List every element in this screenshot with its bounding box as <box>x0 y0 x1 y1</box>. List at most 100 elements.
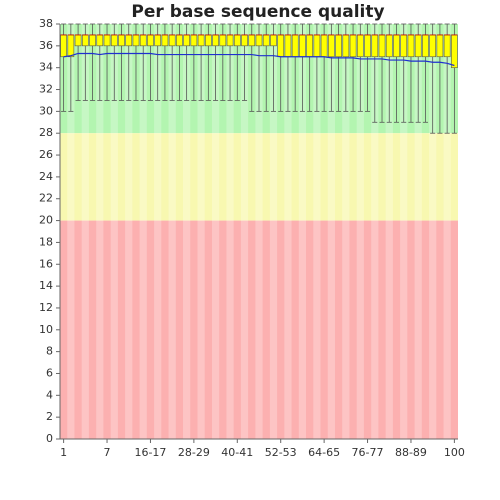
box <box>364 34 371 58</box>
stripe <box>168 24 176 439</box>
y-tick-label: 34 <box>39 61 53 74</box>
stripe <box>385 24 393 439</box>
box <box>313 34 321 58</box>
box <box>67 34 75 58</box>
box <box>190 34 198 47</box>
box <box>291 34 299 58</box>
x-tick-label: 52-53 <box>265 446 297 459</box>
stripe <box>342 24 350 439</box>
box <box>414 34 422 58</box>
box <box>436 34 444 58</box>
box <box>270 34 277 47</box>
y-tick-label: 0 <box>46 432 53 445</box>
box <box>81 34 89 47</box>
box <box>60 34 67 58</box>
box <box>161 34 169 47</box>
box <box>125 34 133 47</box>
y-tick-label: 8 <box>46 345 53 358</box>
x-tick-label: 40-41 <box>221 446 253 459</box>
box <box>299 34 306 58</box>
box <box>356 34 364 58</box>
stripe <box>313 24 321 439</box>
stripe <box>298 24 307 439</box>
x-tick-label: 16-17 <box>134 446 166 459</box>
box <box>262 34 270 47</box>
box <box>422 34 429 58</box>
quality-zone <box>60 133 458 221</box>
box <box>147 34 154 47</box>
y-tick-label: 6 <box>46 366 53 379</box>
stripe <box>255 24 263 439</box>
box <box>277 34 285 58</box>
stripe <box>371 24 379 439</box>
box <box>74 34 82 47</box>
box <box>154 34 162 47</box>
box <box>118 34 125 47</box>
box <box>429 34 437 58</box>
box <box>219 34 227 47</box>
x-tick-label: 76-77 <box>352 446 384 459</box>
x-tick-label: 7 <box>104 446 111 459</box>
box <box>371 34 379 58</box>
box <box>342 34 350 58</box>
box <box>378 34 386 58</box>
y-tick-label: 18 <box>39 235 53 248</box>
stripe <box>211 24 220 439</box>
stripe <box>429 24 437 439</box>
box <box>451 34 458 68</box>
stripe <box>443 24 451 439</box>
y-tick-label: 24 <box>39 170 53 183</box>
stripe <box>139 24 147 439</box>
stripe <box>67 24 75 439</box>
y-tick-label: 12 <box>39 301 53 314</box>
quality-zone <box>60 220 458 439</box>
box <box>139 34 147 47</box>
box <box>226 34 234 47</box>
stripe <box>197 24 205 439</box>
y-tick-label: 36 <box>39 39 53 52</box>
stripe <box>154 24 162 439</box>
y-tick-label: 26 <box>39 148 53 161</box>
stripe <box>226 24 234 439</box>
box <box>103 34 111 47</box>
stripe <box>110 24 118 439</box>
mean-line <box>63 52 455 67</box>
y-tick-label: 30 <box>39 104 53 117</box>
box <box>349 34 357 58</box>
box <box>212 34 219 47</box>
y-tick-label: 10 <box>39 323 53 336</box>
box <box>176 34 183 47</box>
box <box>110 34 118 47</box>
stripe <box>183 24 191 439</box>
box <box>335 34 342 58</box>
box <box>132 34 140 47</box>
y-tick-label: 14 <box>39 279 53 292</box>
box <box>205 34 212 47</box>
box <box>284 34 292 58</box>
box <box>89 34 96 47</box>
box <box>255 34 263 47</box>
stripe <box>356 24 364 439</box>
y-tick-label: 32 <box>39 83 53 96</box>
y-tick-label: 22 <box>39 192 53 205</box>
box <box>407 34 415 58</box>
box <box>96 34 104 47</box>
box <box>443 34 451 58</box>
stripe <box>269 24 278 439</box>
y-tick-label: 28 <box>39 126 53 139</box>
stripe <box>400 24 408 439</box>
x-tick-label: 100 <box>444 446 465 459</box>
stripe <box>96 24 104 439</box>
box <box>241 34 248 47</box>
x-tick-label: 28-29 <box>178 446 210 459</box>
box <box>328 34 335 58</box>
box <box>320 34 328 58</box>
y-tick-label: 38 <box>39 17 53 30</box>
box <box>168 34 176 47</box>
box <box>393 34 400 58</box>
x-tick-label: 1 <box>60 446 67 459</box>
box <box>400 34 408 58</box>
box <box>248 34 256 47</box>
x-tick-label: 64-65 <box>308 446 340 459</box>
